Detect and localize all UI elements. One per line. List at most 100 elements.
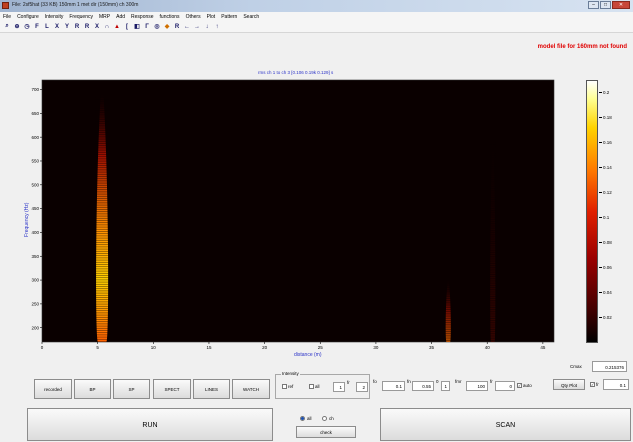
title-bar: File: 2sf5hat (33 KB) 150mm 1 met dir (1… [0, 0, 633, 12]
menu-functions[interactable]: functions [159, 13, 180, 20]
y-tick-label: 450 [31, 206, 39, 211]
menu-configure[interactable]: Configure [17, 13, 39, 20]
menu-file[interactable]: File [3, 13, 12, 20]
fs-label: fr [490, 379, 493, 384]
colorbar-tick-label: 0.14 [599, 165, 612, 170]
menu-search[interactable]: Search [243, 13, 260, 20]
panel-icon[interactable]: ◧ [134, 24, 140, 30]
ref-label: ref [288, 384, 294, 389]
arrow-left-icon[interactable]: ← [184, 23, 190, 30]
colorbar-tick-label: 0.04 [599, 290, 612, 295]
sp-button[interactable]: SP [113, 379, 150, 399]
menu-intensity[interactable]: Intensity [44, 13, 64, 20]
diamond-icon[interactable]: ◆ [164, 24, 170, 30]
all-checkbox[interactable]: all [309, 384, 320, 389]
history-icon[interactable]: ◷ [24, 24, 30, 30]
lines-button[interactable]: LINES [193, 379, 230, 399]
colorbar-tick-label: 0.12 [599, 190, 612, 195]
cmax-label: Cmax [570, 364, 582, 369]
y-tick-label: 650 [31, 111, 39, 116]
menu-frequency[interactable]: Frequency [69, 13, 93, 20]
tool-r-button[interactable]: R [74, 23, 80, 30]
x-tick-label: 15 [206, 345, 212, 350]
zero-field[interactable]: 1 [441, 381, 450, 391]
zoom-in-icon[interactable]: ⊕ [14, 24, 20, 30]
recorded-button[interactable]: recorded [34, 379, 72, 399]
x-tick-label: 25 [318, 345, 324, 350]
all-radio-label: all [307, 416, 312, 421]
target-icon[interactable]: ◎ [154, 24, 160, 30]
fmr-field[interactable]: 100 [466, 381, 488, 391]
intersect-icon[interactable]: ∩ [104, 23, 110, 30]
tool-x2-button[interactable]: X [94, 23, 99, 30]
hotspot-band [445, 280, 451, 342]
colorbar-tick-label: 0.18 [599, 115, 612, 120]
qty-plot-button[interactable]: Qty Plot [553, 379, 585, 390]
plot-title: rms ch 1 to ch 3 [0.106 0.19k 0.129] s [258, 70, 334, 75]
tool-x-button[interactable]: X [54, 23, 59, 30]
bp-button[interactable]: BP [74, 379, 111, 399]
x-tick-label: 5 [96, 345, 99, 350]
arrow-down-icon[interactable]: ↓ [205, 23, 209, 30]
menu-mrp[interactable]: MRP [99, 13, 111, 20]
auto-checkbox[interactable]: ✓ auto [517, 383, 532, 388]
all-checkbox-box[interactable] [309, 384, 314, 389]
y-axis-label: Frequency (Hz) [24, 202, 30, 237]
arrow-up-icon[interactable]: ↑ [215, 23, 219, 30]
gamma-icon[interactable]: Γ [145, 23, 149, 30]
colorbar [586, 80, 598, 343]
cmax-field[interactable]: 0.215376 [592, 361, 627, 372]
menu-others[interactable]: Others [185, 13, 201, 20]
fr-checkbox[interactable]: ✓ fr [590, 382, 599, 387]
warning-icon[interactable]: ▲ [114, 23, 120, 30]
heatmap-plot[interactable]: 0 5 10 15 20 25 30 35 40 45 200 250 300 350 400 450 500… [31, 79, 555, 350]
fn-label: fn [407, 379, 411, 384]
tool-y-button[interactable]: Y [64, 23, 69, 30]
fmr-label: fmr [455, 379, 462, 384]
fr-checkbox-box[interactable]: ✓ [590, 382, 595, 387]
ref-checkbox-box[interactable] [282, 384, 287, 389]
menu-bar: File Configure Intensity Frequency MRP A… [0, 12, 633, 21]
ch-radio-dot[interactable] [322, 416, 327, 421]
colorbar-tick-label: 0.06 [599, 265, 612, 270]
maximize-button[interactable]: □ [600, 1, 611, 9]
fs-field[interactable]: 0 [495, 381, 515, 391]
all-radio[interactable]: all [300, 416, 312, 421]
fo-field[interactable]: 0.1 [382, 381, 405, 391]
fr-to-field[interactable]: 2 [356, 382, 368, 392]
auto-checkbox-box[interactable]: ✓ [517, 383, 522, 388]
fr-right-field[interactable]: 0.1 [603, 379, 629, 390]
x-tick-label: 30 [373, 345, 379, 350]
menu-response[interactable]: Response [131, 13, 154, 20]
app-icon [2, 2, 9, 9]
scan-button[interactable]: SCAN [380, 408, 631, 441]
model-warning: model file for 160mm not found [537, 44, 627, 50]
fr-from-field[interactable]: 1 [333, 382, 345, 392]
minimize-button[interactable]: – [588, 1, 599, 9]
bracket-icon[interactable]: [ [126, 23, 128, 30]
close-button[interactable]: ✕ [612, 1, 630, 9]
tool-f-button[interactable]: F [35, 23, 39, 30]
menu-plot[interactable]: Plot [206, 13, 216, 20]
hotspot-1 [95, 94, 110, 342]
zoom-icon[interactable]: ⌕ [5, 22, 9, 29]
y-tick-label: 200 [31, 325, 39, 330]
hotspot-3 [489, 137, 496, 342]
all-radio-dot[interactable] [300, 416, 305, 421]
spect-button[interactable]: SPECT [153, 379, 191, 399]
watch-button[interactable]: WATCH [232, 379, 270, 399]
run-button[interactable]: RUN [27, 408, 273, 441]
tool-r3-button[interactable]: R [174, 23, 180, 30]
menu-add[interactable]: Add [116, 13, 126, 20]
ref-checkbox[interactable]: ref [282, 384, 293, 389]
arrow-right-icon[interactable]: → [194, 23, 200, 30]
tool-r2-button[interactable]: R [84, 23, 90, 30]
tool-l-button[interactable]: L [45, 23, 49, 30]
y-tick-label: 400 [31, 230, 39, 235]
fn-field[interactable]: 0.55 [412, 381, 434, 391]
y-tick-label: 700 [31, 87, 39, 92]
check-button[interactable]: check [296, 426, 356, 438]
menu-pattern[interactable]: Pattern [221, 13, 238, 20]
ch-radio[interactable]: ch [322, 416, 334, 421]
y-tick-label: 250 [31, 301, 39, 306]
